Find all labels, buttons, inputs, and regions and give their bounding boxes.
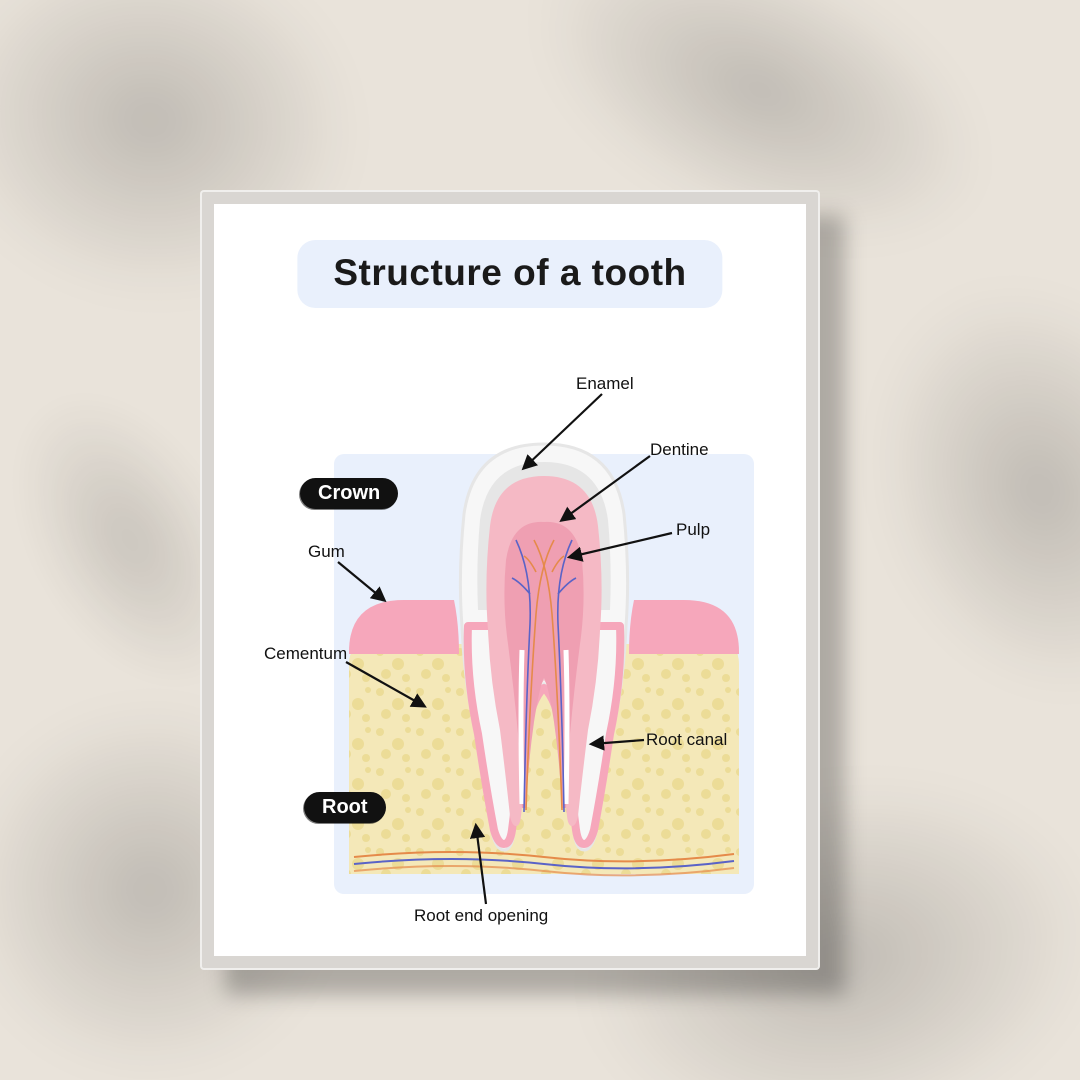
label-enamel: Enamel [576, 374, 634, 394]
label-gum: Gum [308, 542, 345, 562]
label-rootcanal: Root canal [646, 730, 727, 750]
section-label-crown-text: Crown [318, 482, 380, 504]
label-cementum: Cementum [264, 644, 347, 664]
section-label-root: Root [304, 792, 386, 823]
poster-title-pill: Structure of a tooth [297, 240, 722, 308]
label-pulp: Pulp [676, 520, 710, 540]
leaf-shadow [818, 238, 1080, 742]
section-label-root-text: Root [322, 796, 368, 818]
label-dentine: Dentine [650, 440, 709, 460]
label-rootend: Root end opening [414, 906, 548, 926]
section-label-crown: Crown [300, 478, 398, 509]
poster: Structure of a tooth [214, 204, 806, 956]
scene-background: Structure of a tooth [0, 0, 1080, 1080]
poster-title: Structure of a tooth [333, 252, 686, 293]
tooth-diagram: Crown Root Enamel Dentine Pulp Gum Cemen… [254, 364, 766, 924]
